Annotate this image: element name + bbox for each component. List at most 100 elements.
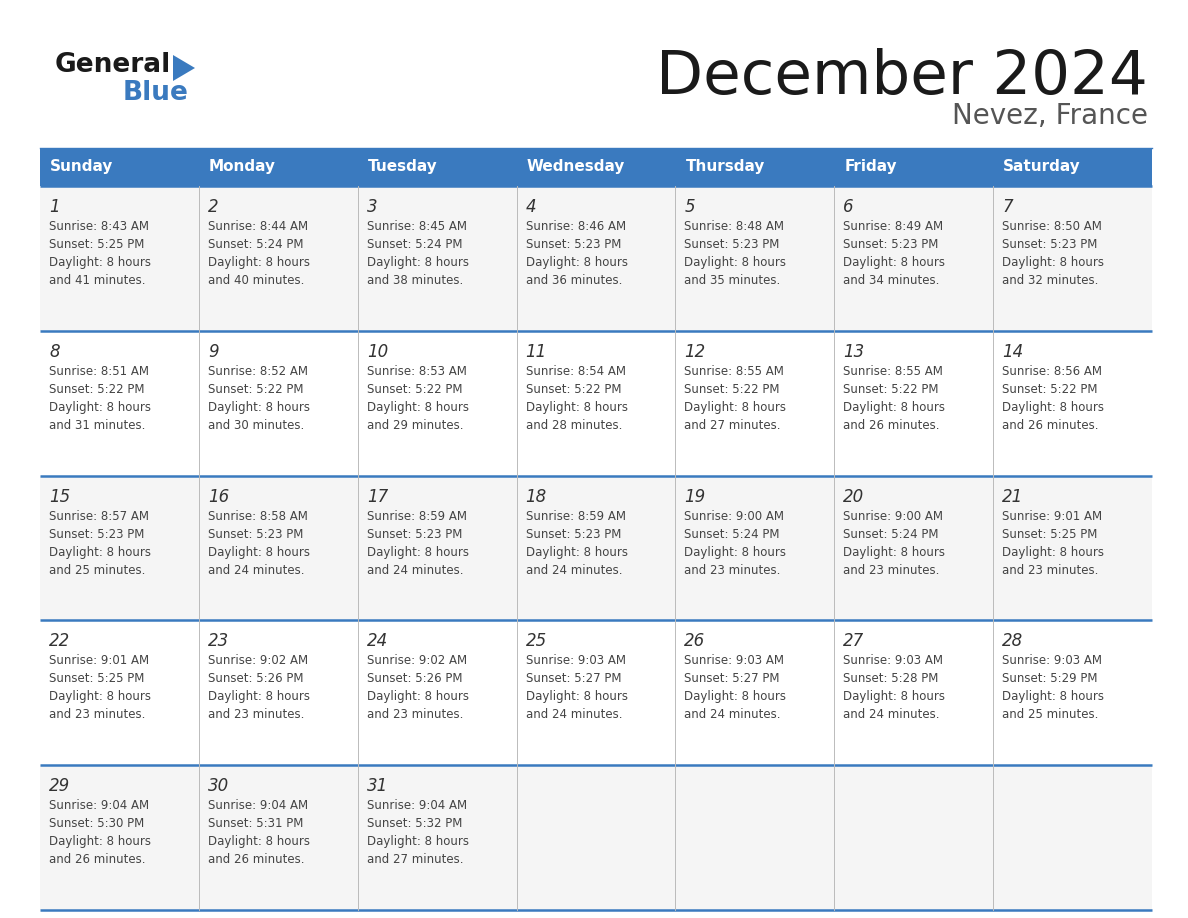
Text: Daylight: 8 hours: Daylight: 8 hours bbox=[208, 835, 310, 848]
Text: and 27 minutes.: and 27 minutes. bbox=[684, 419, 781, 431]
Text: Sunrise: 9:00 AM: Sunrise: 9:00 AM bbox=[843, 509, 943, 522]
Bar bbox=[40, 330, 1152, 476]
Text: Monday: Monday bbox=[209, 160, 276, 174]
Text: 24: 24 bbox=[367, 633, 388, 650]
Text: 28: 28 bbox=[1003, 633, 1023, 650]
Text: 21: 21 bbox=[1003, 487, 1023, 506]
Text: Sunset: 5:23 PM: Sunset: 5:23 PM bbox=[49, 528, 145, 541]
Text: Sunrise: 9:03 AM: Sunrise: 9:03 AM bbox=[843, 655, 943, 667]
Text: Daylight: 8 hours: Daylight: 8 hours bbox=[684, 690, 786, 703]
Bar bbox=[40, 186, 1152, 330]
Text: and 25 minutes.: and 25 minutes. bbox=[49, 564, 145, 577]
Text: Sunset: 5:31 PM: Sunset: 5:31 PM bbox=[208, 817, 303, 830]
Text: 30: 30 bbox=[208, 778, 229, 795]
Text: and 26 minutes.: and 26 minutes. bbox=[208, 853, 304, 867]
Text: 1: 1 bbox=[49, 198, 59, 216]
Text: 23: 23 bbox=[208, 633, 229, 650]
Text: and 30 minutes.: and 30 minutes. bbox=[208, 419, 304, 431]
Text: Sunrise: 9:00 AM: Sunrise: 9:00 AM bbox=[684, 509, 784, 522]
Text: Daylight: 8 hours: Daylight: 8 hours bbox=[367, 690, 469, 703]
Text: and 26 minutes.: and 26 minutes. bbox=[1003, 419, 1099, 431]
Text: Saturday: Saturday bbox=[1003, 160, 1081, 174]
Text: Sunrise: 8:48 AM: Sunrise: 8:48 AM bbox=[684, 220, 784, 233]
Text: Sunset: 5:22 PM: Sunset: 5:22 PM bbox=[525, 383, 621, 396]
Text: Daylight: 8 hours: Daylight: 8 hours bbox=[49, 256, 151, 269]
Text: Daylight: 8 hours: Daylight: 8 hours bbox=[367, 545, 469, 558]
Text: and 35 minutes.: and 35 minutes. bbox=[684, 274, 781, 287]
Text: Sunrise: 8:44 AM: Sunrise: 8:44 AM bbox=[208, 220, 308, 233]
Text: Daylight: 8 hours: Daylight: 8 hours bbox=[684, 545, 786, 558]
Text: 13: 13 bbox=[843, 342, 865, 361]
Text: Daylight: 8 hours: Daylight: 8 hours bbox=[1003, 690, 1104, 703]
Text: 7: 7 bbox=[1003, 198, 1012, 216]
Bar bbox=[40, 148, 1152, 186]
Text: Sunrise: 8:46 AM: Sunrise: 8:46 AM bbox=[525, 220, 626, 233]
Text: Daylight: 8 hours: Daylight: 8 hours bbox=[525, 256, 627, 269]
Text: Daylight: 8 hours: Daylight: 8 hours bbox=[843, 401, 946, 414]
Text: Sunrise: 8:58 AM: Sunrise: 8:58 AM bbox=[208, 509, 308, 522]
Text: Daylight: 8 hours: Daylight: 8 hours bbox=[1003, 545, 1104, 558]
Text: Sunset: 5:22 PM: Sunset: 5:22 PM bbox=[208, 383, 303, 396]
Text: 31: 31 bbox=[367, 778, 388, 795]
Polygon shape bbox=[173, 55, 195, 81]
Text: and 23 minutes.: and 23 minutes. bbox=[684, 564, 781, 577]
Text: and 36 minutes.: and 36 minutes. bbox=[525, 274, 623, 287]
Text: Sunrise: 8:59 AM: Sunrise: 8:59 AM bbox=[367, 509, 467, 522]
Text: 26: 26 bbox=[684, 633, 706, 650]
Text: and 32 minutes.: and 32 minutes. bbox=[1003, 274, 1099, 287]
Text: and 23 minutes.: and 23 minutes. bbox=[843, 564, 940, 577]
Text: and 24 minutes.: and 24 minutes. bbox=[367, 564, 463, 577]
Text: Friday: Friday bbox=[845, 160, 897, 174]
Text: and 40 minutes.: and 40 minutes. bbox=[208, 274, 304, 287]
Text: Sunset: 5:27 PM: Sunset: 5:27 PM bbox=[525, 672, 621, 686]
Text: 11: 11 bbox=[525, 342, 546, 361]
Text: and 24 minutes.: and 24 minutes. bbox=[684, 709, 781, 722]
Text: and 38 minutes.: and 38 minutes. bbox=[367, 274, 463, 287]
Text: Sunset: 5:24 PM: Sunset: 5:24 PM bbox=[684, 528, 781, 541]
Text: Sunset: 5:23 PM: Sunset: 5:23 PM bbox=[367, 528, 462, 541]
Text: and 25 minutes.: and 25 minutes. bbox=[1003, 709, 1099, 722]
Text: Daylight: 8 hours: Daylight: 8 hours bbox=[367, 835, 469, 848]
Text: 15: 15 bbox=[49, 487, 70, 506]
Text: Sunrise: 8:55 AM: Sunrise: 8:55 AM bbox=[684, 364, 784, 378]
Text: Sunrise: 8:55 AM: Sunrise: 8:55 AM bbox=[843, 364, 943, 378]
Text: Daylight: 8 hours: Daylight: 8 hours bbox=[208, 401, 310, 414]
Text: Sunset: 5:27 PM: Sunset: 5:27 PM bbox=[684, 672, 781, 686]
Text: Sunset: 5:24 PM: Sunset: 5:24 PM bbox=[367, 238, 462, 251]
Text: Sunset: 5:22 PM: Sunset: 5:22 PM bbox=[843, 383, 939, 396]
Text: 25: 25 bbox=[525, 633, 546, 650]
Text: Sunset: 5:32 PM: Sunset: 5:32 PM bbox=[367, 817, 462, 830]
Text: 3: 3 bbox=[367, 198, 378, 216]
Text: Sunset: 5:22 PM: Sunset: 5:22 PM bbox=[49, 383, 145, 396]
Text: 9: 9 bbox=[208, 342, 219, 361]
Text: Tuesday: Tuesday bbox=[368, 160, 437, 174]
Bar bbox=[40, 476, 1152, 621]
Text: 19: 19 bbox=[684, 487, 706, 506]
Text: Sunset: 5:23 PM: Sunset: 5:23 PM bbox=[684, 238, 779, 251]
Text: Sunrise: 8:50 AM: Sunrise: 8:50 AM bbox=[1003, 220, 1102, 233]
Text: Sunset: 5:24 PM: Sunset: 5:24 PM bbox=[208, 238, 303, 251]
Text: Sunset: 5:23 PM: Sunset: 5:23 PM bbox=[208, 528, 303, 541]
Text: 18: 18 bbox=[525, 487, 546, 506]
Text: Sunday: Sunday bbox=[50, 160, 113, 174]
Text: Wednesday: Wednesday bbox=[526, 160, 625, 174]
Text: Daylight: 8 hours: Daylight: 8 hours bbox=[367, 256, 469, 269]
Text: and 24 minutes.: and 24 minutes. bbox=[525, 709, 623, 722]
Text: and 24 minutes.: and 24 minutes. bbox=[525, 564, 623, 577]
Text: 16: 16 bbox=[208, 487, 229, 506]
Text: Sunset: 5:22 PM: Sunset: 5:22 PM bbox=[684, 383, 781, 396]
Text: Sunset: 5:25 PM: Sunset: 5:25 PM bbox=[49, 238, 145, 251]
Text: Sunrise: 8:52 AM: Sunrise: 8:52 AM bbox=[208, 364, 308, 378]
Text: Daylight: 8 hours: Daylight: 8 hours bbox=[49, 835, 151, 848]
Text: Sunrise: 8:59 AM: Sunrise: 8:59 AM bbox=[525, 509, 626, 522]
Text: Daylight: 8 hours: Daylight: 8 hours bbox=[684, 256, 786, 269]
Text: Thursday: Thursday bbox=[685, 160, 765, 174]
Text: Daylight: 8 hours: Daylight: 8 hours bbox=[1003, 256, 1104, 269]
Text: Daylight: 8 hours: Daylight: 8 hours bbox=[1003, 401, 1104, 414]
Text: Daylight: 8 hours: Daylight: 8 hours bbox=[367, 401, 469, 414]
Text: and 23 minutes.: and 23 minutes. bbox=[367, 709, 463, 722]
Text: Sunset: 5:24 PM: Sunset: 5:24 PM bbox=[843, 528, 939, 541]
Text: Sunset: 5:23 PM: Sunset: 5:23 PM bbox=[525, 238, 621, 251]
Text: and 34 minutes.: and 34 minutes. bbox=[843, 274, 940, 287]
Text: Daylight: 8 hours: Daylight: 8 hours bbox=[843, 545, 946, 558]
